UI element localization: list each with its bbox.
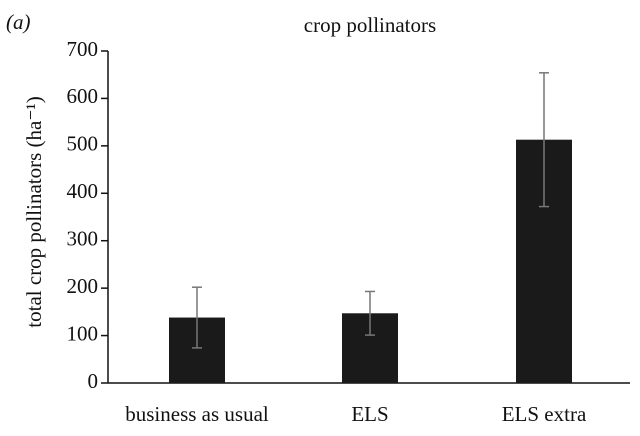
x-tick-label: ELS extra (502, 402, 587, 426)
x-tick-label: ELS (351, 402, 388, 426)
error-bar (539, 72, 549, 208)
y-tick-label: 600 (67, 84, 99, 108)
x-tick-label: business as usual (125, 402, 269, 426)
chart-title: crop pollinators (304, 13, 436, 37)
error-bar (365, 290, 375, 336)
panel-label: (a) (6, 10, 31, 34)
y-tick-label: 500 (67, 132, 99, 156)
y-tick-label: 200 (67, 274, 99, 298)
y-tick-label: 400 (67, 179, 99, 203)
y-axis-label: total crop pollinators (ha⁻¹) (22, 96, 46, 327)
error-bar (192, 286, 202, 349)
y-tick-label: 300 (67, 227, 99, 251)
y-tick-label: 700 (67, 37, 99, 61)
y-tick-label: 100 (67, 321, 99, 345)
y-tick-label: 0 (88, 369, 99, 393)
